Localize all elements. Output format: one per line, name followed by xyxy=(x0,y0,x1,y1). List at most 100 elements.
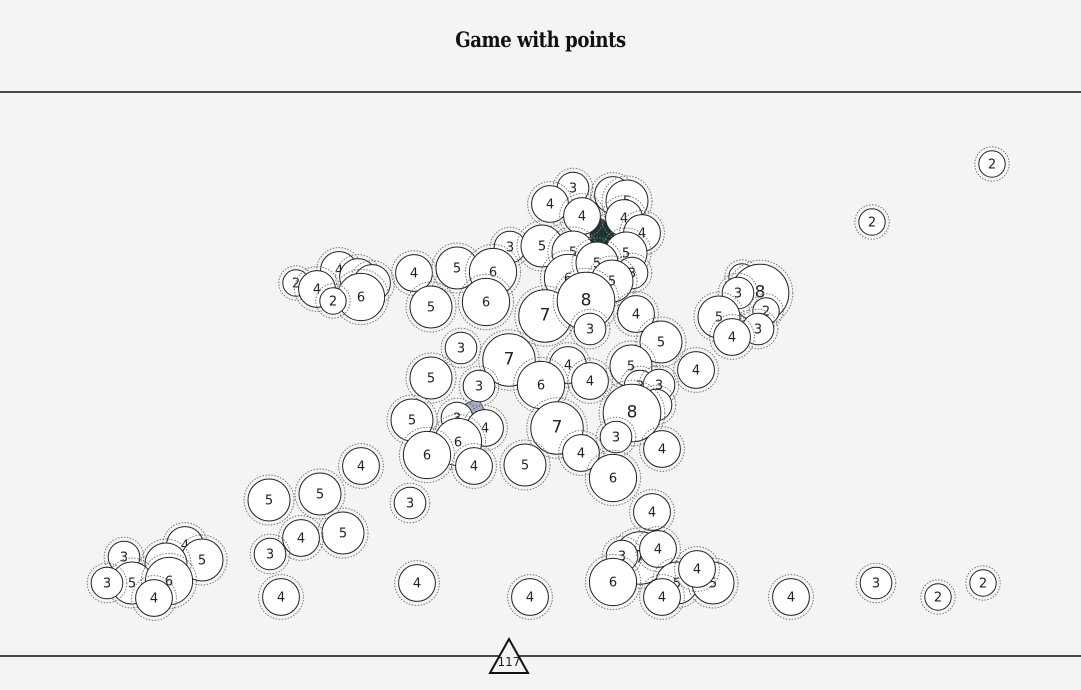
point-circle[interactable]: 4 xyxy=(674,546,720,592)
circle-value: 4 xyxy=(692,364,700,379)
point-circle[interactable]: 3 xyxy=(389,482,431,524)
point-circle[interactable]: 5 xyxy=(317,507,369,559)
circle-value: 6 xyxy=(609,576,617,591)
circle-value: 3 xyxy=(872,577,880,592)
circle-body xyxy=(402,430,452,480)
circle-value: 5 xyxy=(453,262,461,277)
circle-outer-ring xyxy=(920,579,956,615)
circle-value: 6 xyxy=(423,449,431,464)
circle-value: 5 xyxy=(657,336,665,351)
point-circle[interactable]: 4 xyxy=(639,574,685,620)
circle-outer-ring xyxy=(478,329,540,391)
circle-value: 5 xyxy=(709,577,717,592)
circle-value: 4 xyxy=(658,591,666,606)
circle-outer-ring xyxy=(584,553,642,611)
point-circle[interactable]: 2 xyxy=(920,579,956,615)
circle-body xyxy=(462,369,496,403)
circle-outer-ring xyxy=(598,379,666,447)
point-circle[interactable]: 6 xyxy=(584,449,642,507)
circle-outer-ring xyxy=(629,489,675,535)
point-circle[interactable]: 6 xyxy=(457,273,515,331)
point-circle[interactable]: 4 xyxy=(768,574,814,620)
circle-outer-ring xyxy=(965,565,1001,601)
point-circle[interactable]: 4 xyxy=(451,443,497,489)
point-circle[interactable]: 2 xyxy=(965,565,1001,601)
circle-outer-ring xyxy=(405,281,457,333)
point-circle[interactable]: 4 xyxy=(507,574,553,620)
point-circle[interactable]: 3 xyxy=(86,562,128,604)
point-circle[interactable]: 5 xyxy=(405,281,457,333)
circle-value: 7 xyxy=(552,418,563,438)
circle-value: 4 xyxy=(648,506,656,521)
circle-outer-ring xyxy=(389,482,431,524)
point-circle[interactable]: 5 xyxy=(499,439,551,491)
point-circle[interactable]: 5 xyxy=(176,534,228,586)
point-circle[interactable]: 5 xyxy=(405,352,457,404)
circle-outer-ring xyxy=(131,575,177,621)
point-circle[interactable]: 2 xyxy=(974,146,1010,182)
circle-value: 8 xyxy=(581,291,592,311)
circle-value: 2 xyxy=(329,295,337,310)
circle-value: 7 xyxy=(540,306,551,326)
point-circle[interactable]: 5 xyxy=(635,316,687,368)
point-circle[interactable]: 4 xyxy=(278,515,324,561)
point-circle[interactable]: 4 xyxy=(391,250,437,296)
point-circle[interactable]: 2 xyxy=(315,283,351,319)
point-circle[interactable]: 3 xyxy=(855,562,897,604)
circle-outer-ring xyxy=(559,193,605,239)
circle-outer-ring xyxy=(249,533,291,575)
circle-body xyxy=(342,447,380,485)
circles-layer[interactable]: 2234454443555653524446424565678342832534… xyxy=(86,146,1010,621)
circle-value: 4 xyxy=(654,543,662,558)
circle-value: 5 xyxy=(622,247,630,262)
circle-body xyxy=(262,578,300,616)
circle-value: 5 xyxy=(521,459,529,474)
circle-outer-ring xyxy=(639,426,685,472)
circle-body xyxy=(409,285,453,329)
point-circle[interactable]: 4 xyxy=(673,347,719,393)
circle-value: 5 xyxy=(427,372,435,387)
circle-body xyxy=(247,478,291,522)
point-circle[interactable]: 5 xyxy=(431,242,483,294)
circle-value: 3 xyxy=(120,551,128,566)
circle-value: 5 xyxy=(673,577,681,592)
point-circle[interactable]: 3 xyxy=(440,327,482,369)
circle-value: 4 xyxy=(335,264,343,279)
point-circle[interactable]: 5 xyxy=(294,468,346,520)
point-circle[interactable]: 4 xyxy=(709,314,755,360)
circle-outer-ring xyxy=(440,327,482,369)
circle-body xyxy=(393,486,427,520)
point-circle[interactable]: 3 xyxy=(569,308,611,350)
point-circle[interactable]: 4 xyxy=(131,575,177,621)
circle-outer-ring xyxy=(567,358,613,404)
point-circle[interactable]: 4 xyxy=(635,526,681,572)
point-circle[interactable]: 4 xyxy=(629,489,675,535)
point-circle[interactable]: 6 xyxy=(584,553,642,611)
circle-outer-ring xyxy=(558,430,604,476)
point-circle[interactable]: 4 xyxy=(394,560,440,606)
point-circle[interactable]: 5 xyxy=(243,474,295,526)
circle-outer-ring xyxy=(854,204,890,240)
circle-body xyxy=(924,583,952,611)
point-circle[interactable]: 4 xyxy=(639,426,685,472)
point-circle[interactable]: 3 xyxy=(249,533,291,575)
circle-body xyxy=(678,550,716,588)
circle-outer-ring xyxy=(855,562,897,604)
circle-outer-ring xyxy=(332,268,390,326)
point-circle[interactable]: 4 xyxy=(338,443,384,489)
point-circle[interactable]: 4 xyxy=(258,574,304,620)
point-circle[interactable]: 6 xyxy=(398,426,456,484)
circle-body xyxy=(859,566,893,600)
point-circle[interactable]: 5 xyxy=(386,394,438,446)
circle-value: 3 xyxy=(103,577,111,592)
point-circle[interactable]: 4 xyxy=(567,358,613,404)
circle-value: 6 xyxy=(482,296,490,311)
circle-value: 7 xyxy=(504,350,515,370)
point-circle[interactable]: 2 xyxy=(854,204,890,240)
point-circle[interactable]: 3 xyxy=(458,365,500,407)
point-circle[interactable]: 6 xyxy=(332,268,390,326)
circle-value: 4 xyxy=(632,308,640,323)
circle-value: 3 xyxy=(734,287,742,302)
circle-value: 5 xyxy=(569,246,577,261)
